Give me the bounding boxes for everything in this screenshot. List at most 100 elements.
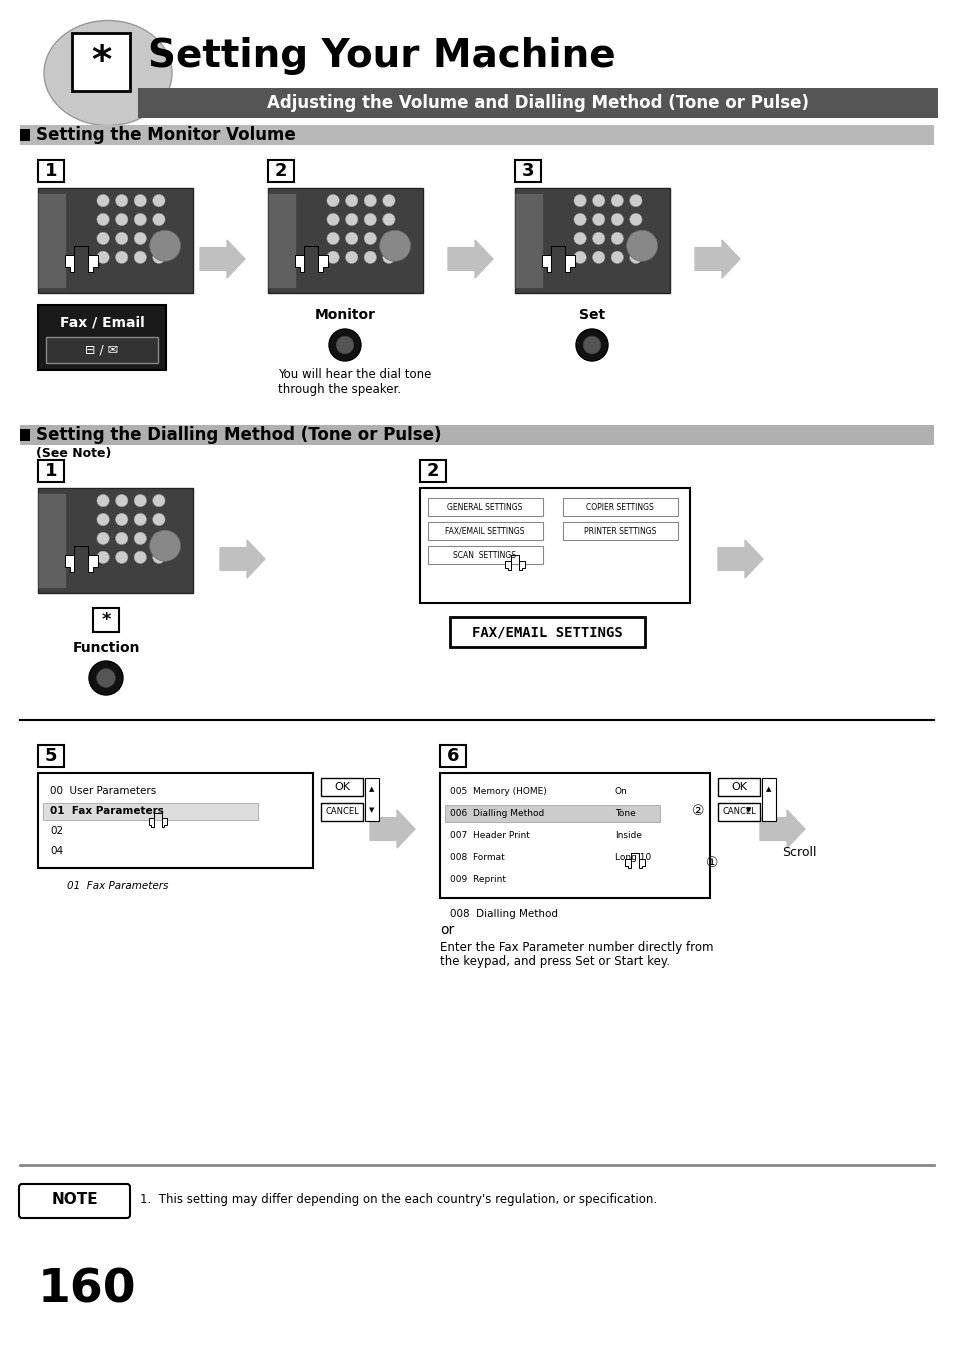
Circle shape bbox=[97, 213, 110, 226]
Text: You will hear the dial tone: You will hear the dial tone bbox=[277, 369, 431, 381]
Text: through the speaker.: through the speaker. bbox=[277, 384, 400, 396]
Text: 3: 3 bbox=[521, 162, 534, 180]
Text: 008  Format: 008 Format bbox=[450, 852, 504, 862]
Polygon shape bbox=[541, 246, 575, 272]
Circle shape bbox=[382, 251, 395, 263]
Bar bbox=[38, 744, 64, 767]
Bar bbox=[428, 499, 542, 516]
Polygon shape bbox=[505, 555, 524, 570]
Text: 02: 02 bbox=[50, 825, 63, 836]
Bar bbox=[365, 778, 378, 821]
Text: Setting the Dialling Method (Tone or Pulse): Setting the Dialling Method (Tone or Pul… bbox=[36, 426, 441, 444]
Bar bbox=[439, 773, 709, 898]
Polygon shape bbox=[718, 540, 762, 578]
Circle shape bbox=[364, 251, 376, 263]
Bar bbox=[562, 521, 678, 540]
Circle shape bbox=[327, 251, 339, 263]
Circle shape bbox=[89, 661, 123, 694]
Text: ▼: ▼ bbox=[745, 807, 751, 813]
Circle shape bbox=[379, 230, 410, 261]
Text: 006  Dialling Method: 006 Dialling Method bbox=[450, 808, 543, 817]
Bar bbox=[718, 802, 760, 821]
Bar bbox=[450, 617, 644, 647]
Bar bbox=[515, 193, 542, 288]
Bar bbox=[38, 159, 64, 182]
Circle shape bbox=[592, 195, 604, 207]
Polygon shape bbox=[65, 246, 98, 272]
Circle shape bbox=[329, 330, 360, 361]
FancyBboxPatch shape bbox=[19, 1183, 130, 1219]
Circle shape bbox=[611, 195, 623, 207]
Circle shape bbox=[345, 251, 357, 263]
Text: 5: 5 bbox=[45, 747, 57, 765]
Circle shape bbox=[611, 251, 623, 263]
Circle shape bbox=[115, 513, 128, 526]
Circle shape bbox=[382, 232, 395, 245]
Circle shape bbox=[134, 513, 147, 526]
Circle shape bbox=[150, 530, 180, 561]
Bar bbox=[20, 430, 30, 440]
Text: COPIER SETTINGS: COPIER SETTINGS bbox=[585, 503, 653, 512]
Circle shape bbox=[335, 336, 354, 354]
Bar bbox=[562, 499, 678, 516]
Bar bbox=[428, 521, 542, 540]
Text: CANCEL: CANCEL bbox=[721, 808, 755, 816]
Text: or: or bbox=[439, 923, 454, 938]
Circle shape bbox=[574, 213, 586, 226]
Circle shape bbox=[152, 251, 165, 263]
Bar bbox=[71, 32, 130, 91]
Text: Tone: Tone bbox=[615, 808, 635, 817]
Circle shape bbox=[152, 532, 165, 544]
Bar bbox=[320, 778, 363, 796]
Circle shape bbox=[629, 195, 641, 207]
Circle shape bbox=[345, 213, 357, 226]
Circle shape bbox=[592, 251, 604, 263]
Circle shape bbox=[364, 232, 376, 245]
Circle shape bbox=[115, 532, 128, 544]
Bar bbox=[38, 188, 193, 293]
Circle shape bbox=[629, 213, 641, 226]
Polygon shape bbox=[294, 246, 328, 272]
Circle shape bbox=[574, 232, 586, 245]
Circle shape bbox=[382, 195, 395, 207]
Text: 00  User Parameters: 00 User Parameters bbox=[50, 786, 156, 796]
Circle shape bbox=[97, 513, 110, 526]
Circle shape bbox=[152, 232, 165, 245]
Bar bbox=[38, 773, 313, 867]
Circle shape bbox=[327, 232, 339, 245]
Bar bbox=[20, 128, 30, 141]
Text: On: On bbox=[615, 786, 627, 796]
Text: OK: OK bbox=[334, 782, 350, 792]
Text: 005  Memory (HOME): 005 Memory (HOME) bbox=[450, 786, 546, 796]
Text: SCAN  SETTINGS: SCAN SETTINGS bbox=[453, 550, 516, 559]
Circle shape bbox=[134, 532, 147, 544]
Circle shape bbox=[582, 336, 600, 354]
Bar bbox=[419, 459, 446, 482]
Text: 1: 1 bbox=[45, 162, 57, 180]
Circle shape bbox=[115, 251, 128, 263]
Circle shape bbox=[152, 195, 165, 207]
Text: *: * bbox=[101, 611, 111, 630]
Bar bbox=[38, 459, 64, 482]
Bar bbox=[43, 802, 257, 820]
Bar bbox=[20, 126, 933, 145]
Text: Enter the Fax Parameter number directly from: Enter the Fax Parameter number directly … bbox=[439, 942, 713, 955]
Circle shape bbox=[382, 213, 395, 226]
Text: PRINTER SETTINGS: PRINTER SETTINGS bbox=[583, 527, 656, 535]
Bar bbox=[439, 744, 465, 767]
Bar bbox=[268, 193, 295, 288]
Circle shape bbox=[364, 213, 376, 226]
Circle shape bbox=[134, 195, 147, 207]
Text: Setting Your Machine: Setting Your Machine bbox=[148, 36, 615, 76]
Circle shape bbox=[152, 513, 165, 526]
Text: ②: ② bbox=[691, 804, 703, 817]
Text: Function: Function bbox=[72, 640, 139, 655]
Text: ⊟ / ✉: ⊟ / ✉ bbox=[85, 343, 118, 357]
Circle shape bbox=[345, 232, 357, 245]
Text: 04: 04 bbox=[50, 846, 63, 857]
Text: ▲: ▲ bbox=[369, 786, 375, 792]
Bar bbox=[38, 493, 66, 588]
Polygon shape bbox=[200, 240, 245, 278]
Circle shape bbox=[592, 213, 604, 226]
Circle shape bbox=[97, 494, 110, 507]
